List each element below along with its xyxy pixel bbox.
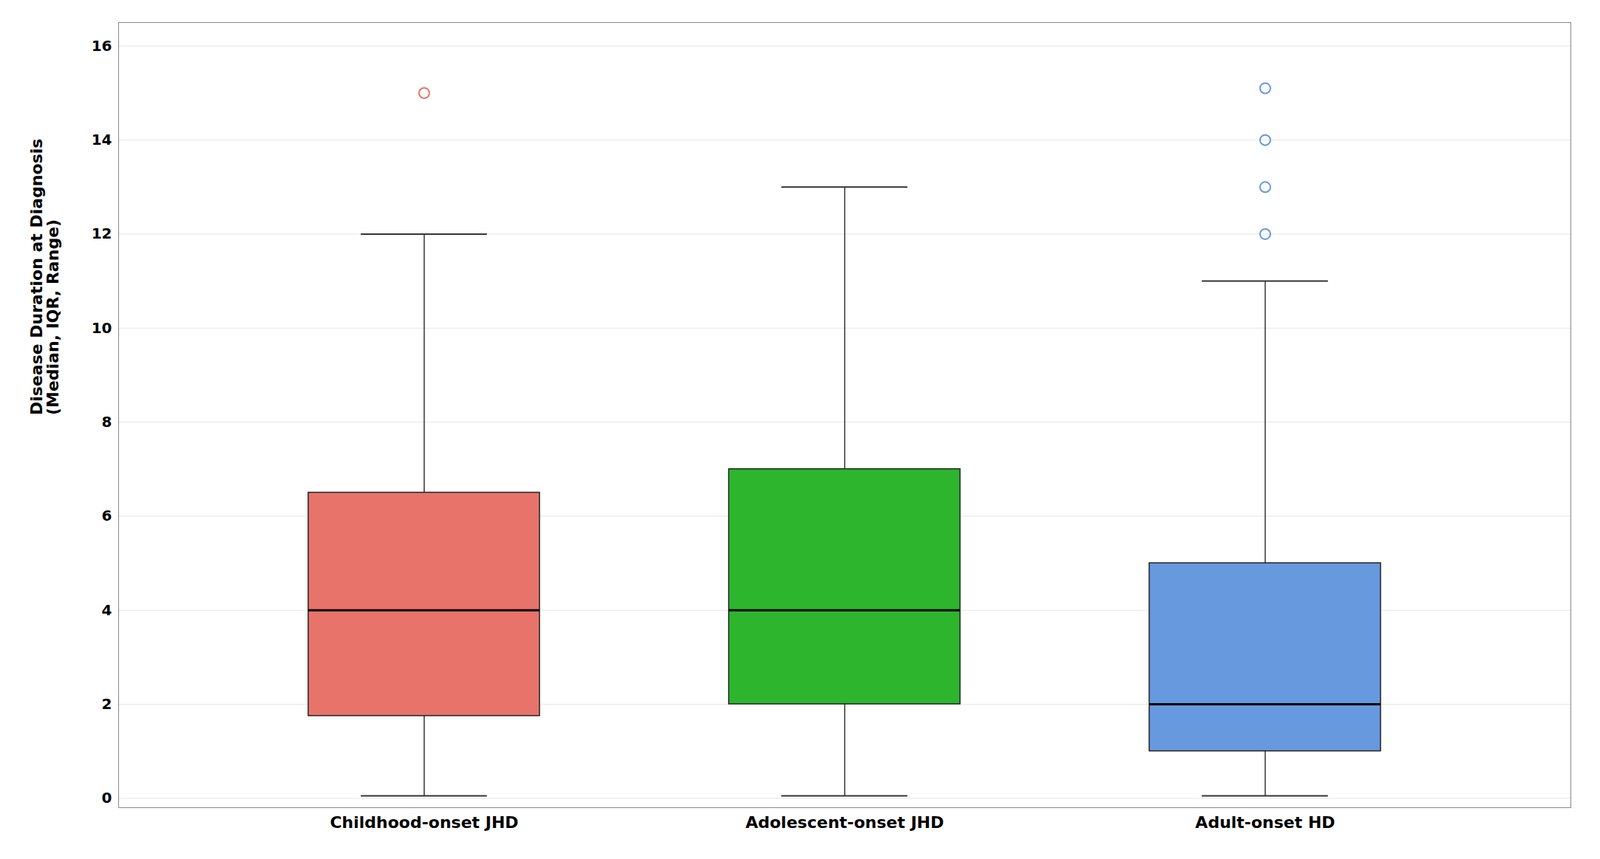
- svg-text:Adult-onset HD: Adult-onset HD: [1195, 813, 1335, 833]
- svg-text:10: 10: [91, 319, 113, 337]
- svg-text:8: 8: [101, 413, 113, 431]
- svg-text:Adolescent-onset JHD: Adolescent-onset JHD: [745, 813, 945, 833]
- svg-text:12: 12: [91, 224, 113, 243]
- svg-text:0: 0: [101, 789, 113, 808]
- svg-text:16: 16: [91, 36, 113, 55]
- svg-text:4: 4: [101, 601, 113, 620]
- svg-text:14: 14: [91, 130, 113, 149]
- svg-text:6: 6: [101, 506, 113, 525]
- svg-text:Disease Duration at Diagnosis(: Disease Duration at Diagnosis(Median, IQ…: [27, 138, 63, 416]
- svg-text:Childhood-onset JHD: Childhood-onset JHD: [329, 813, 519, 833]
- svg-text:2: 2: [101, 695, 113, 714]
